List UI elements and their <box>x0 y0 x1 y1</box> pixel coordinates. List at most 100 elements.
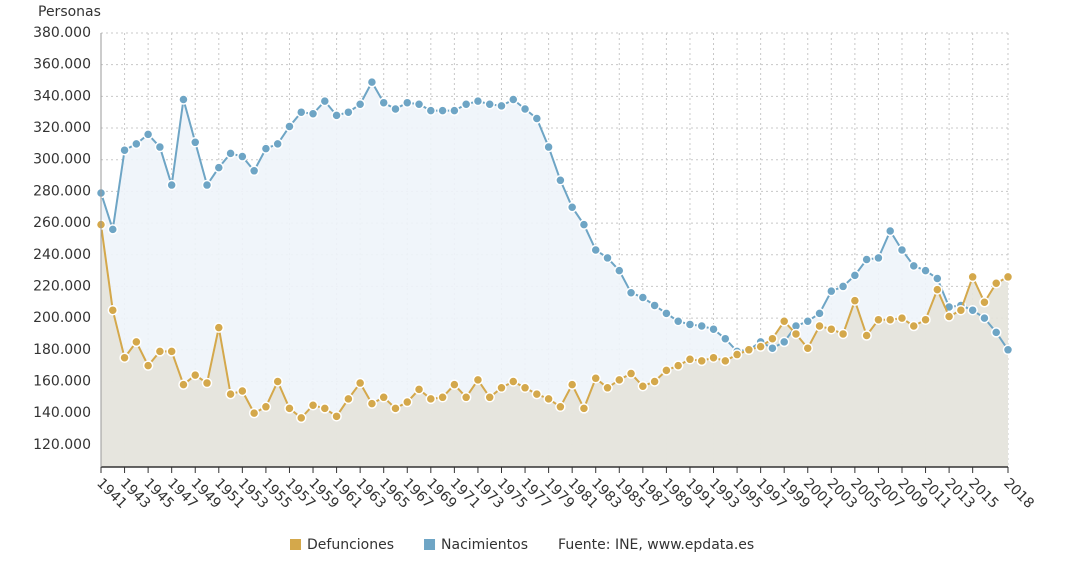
point <box>649 376 660 387</box>
point <box>578 219 590 230</box>
point <box>519 103 531 115</box>
point <box>178 94 189 105</box>
point <box>1002 344 1014 356</box>
point <box>319 95 331 107</box>
point <box>343 106 354 118</box>
point <box>225 388 236 400</box>
point <box>861 254 872 265</box>
point <box>119 352 130 363</box>
point <box>272 376 283 387</box>
point <box>331 411 342 422</box>
point <box>378 392 389 403</box>
point <box>213 322 225 333</box>
point <box>979 312 990 324</box>
y-axis-title: Personas <box>38 4 101 20</box>
point <box>331 110 342 121</box>
point <box>131 138 142 150</box>
point <box>837 281 849 292</box>
point <box>684 354 696 365</box>
point <box>201 377 213 389</box>
point <box>496 382 507 394</box>
point <box>484 99 495 110</box>
point <box>908 320 920 332</box>
point <box>496 100 507 112</box>
point <box>178 379 189 390</box>
point <box>343 393 354 405</box>
point <box>873 314 884 325</box>
y-tick-label: 240.000 <box>33 247 91 263</box>
y-tick-label: 300.000 <box>33 152 91 168</box>
point <box>896 244 908 256</box>
point <box>849 270 861 281</box>
point <box>967 271 978 283</box>
point <box>614 265 625 276</box>
point <box>189 137 201 148</box>
point <box>307 399 319 411</box>
point <box>684 319 696 330</box>
point <box>590 244 601 256</box>
point <box>531 388 543 400</box>
point <box>590 373 601 384</box>
point <box>354 99 366 110</box>
point <box>990 327 1002 338</box>
point <box>437 392 448 403</box>
point <box>979 297 990 308</box>
point <box>755 341 766 352</box>
point <box>260 401 272 413</box>
point <box>625 287 637 299</box>
point <box>932 284 943 295</box>
point <box>166 346 177 357</box>
point <box>884 225 896 237</box>
point <box>319 403 331 414</box>
point <box>1002 271 1014 283</box>
point <box>884 314 896 325</box>
point <box>295 412 307 424</box>
x-tick-label: 2018 <box>1000 475 1037 512</box>
point <box>578 403 590 414</box>
point <box>672 360 684 371</box>
point <box>637 292 649 303</box>
point <box>814 308 825 319</box>
point <box>896 312 908 324</box>
point <box>449 105 460 116</box>
point <box>237 385 248 397</box>
point <box>260 143 272 154</box>
point <box>555 175 566 186</box>
legend-label: Nacimientos <box>441 537 528 553</box>
point <box>696 320 707 332</box>
y-tick-label: 160.000 <box>33 373 91 389</box>
point <box>849 295 861 306</box>
point <box>354 377 366 389</box>
point <box>378 97 389 108</box>
point <box>672 316 684 327</box>
point <box>826 285 837 297</box>
point <box>390 403 401 414</box>
legend-swatch <box>290 539 301 550</box>
point <box>602 382 613 394</box>
point <box>649 300 660 311</box>
point <box>908 260 920 272</box>
point <box>861 330 872 341</box>
point <box>837 328 849 340</box>
y-tick-label: 180.000 <box>33 342 91 358</box>
point <box>107 304 119 316</box>
point <box>943 311 955 322</box>
legend-swatch <box>424 539 436 550</box>
point <box>661 308 672 319</box>
point <box>142 360 154 371</box>
point <box>508 94 519 105</box>
point <box>543 393 554 405</box>
y-tick-label: 280.000 <box>33 183 91 199</box>
point <box>637 380 649 392</box>
point <box>932 273 943 284</box>
point <box>284 403 295 414</box>
point <box>437 105 448 116</box>
point <box>131 336 142 348</box>
point <box>802 342 814 354</box>
point <box>460 392 472 403</box>
point <box>614 374 625 386</box>
point <box>602 252 613 264</box>
y-tick-label: 140.000 <box>33 405 91 421</box>
point <box>531 113 543 124</box>
y-tick-label: 120.000 <box>33 437 91 453</box>
